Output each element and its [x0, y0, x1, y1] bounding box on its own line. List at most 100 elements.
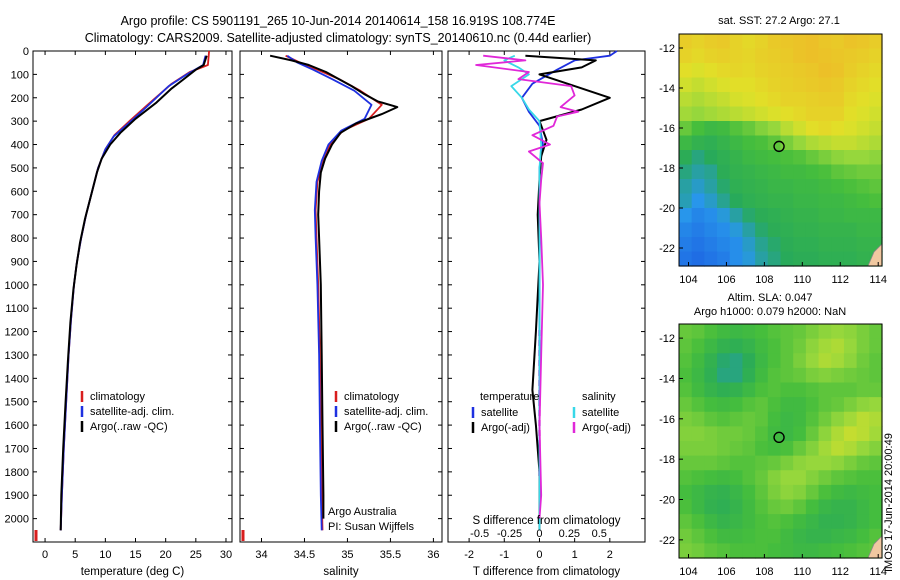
map-sst-cell	[831, 237, 845, 253]
map-sst-cell	[742, 251, 756, 267]
map-sst-cell	[843, 251, 858, 267]
chart-difference-xtick-label: 2	[607, 549, 613, 561]
map-sst-cell	[717, 34, 731, 50]
map-sst-cell	[793, 106, 807, 122]
map-sla-cell	[869, 382, 883, 398]
map-sst-cell	[843, 208, 858, 224]
map-sst-cell	[818, 179, 832, 195]
map-sst-cell	[717, 193, 731, 209]
map-sla-cell	[843, 455, 858, 471]
map-sla-cell	[805, 411, 820, 427]
chart-difference-xtick-top-label: 0.5	[592, 528, 607, 540]
chart-temperature-ytick-label: 100	[11, 69, 29, 81]
map-sst-cell	[691, 150, 705, 166]
map-sst-cell	[856, 251, 870, 267]
map-sst-cell	[818, 208, 832, 224]
map-sla-cell	[856, 397, 870, 413]
map-sst-cell	[729, 251, 744, 267]
map-sla-cell	[843, 484, 858, 501]
map-sla-cell	[818, 367, 832, 384]
map-sst-cell	[704, 193, 718, 209]
map-sla-cell	[679, 411, 693, 427]
map-sst-cell	[691, 193, 705, 209]
map-sla-cell	[742, 543, 756, 559]
map-sla-cell	[755, 382, 769, 398]
map-sst-cell	[856, 121, 870, 137]
map-sla-cell	[742, 514, 756, 530]
chart-salinity-legend-label: Argo(..raw -QC)	[344, 421, 422, 433]
map-sla-cell	[793, 367, 807, 384]
map-sst-cell	[805, 77, 820, 93]
map-sst-cell	[717, 77, 731, 93]
chart-temperature-legend-label: climatology	[90, 391, 146, 403]
map-sla-cell	[780, 411, 794, 427]
map-sla-cell	[755, 397, 769, 413]
map-sla-cell	[805, 455, 820, 471]
map-sla-cell	[691, 499, 705, 515]
map-sla-cell	[767, 397, 782, 413]
map-sst-cell	[679, 179, 693, 195]
map-sst-cell	[755, 208, 769, 224]
map-sla-cell	[729, 397, 744, 413]
chart-salinity-xtick-label: 36	[427, 549, 439, 561]
map-sla-cell	[818, 543, 832, 559]
chart-temperature-ytick-label: 600	[11, 186, 29, 198]
map-sla-cell	[856, 499, 870, 515]
map-sst-cell	[831, 193, 845, 209]
map-sla-cell	[843, 411, 858, 427]
map-sla-cell	[742, 397, 756, 413]
map-sst-cell	[767, 193, 782, 209]
map-sst-cell	[869, 48, 883, 64]
map-sst-cell	[793, 34, 807, 50]
map-sst-cell	[691, 77, 705, 93]
map-sst-cell	[717, 179, 731, 195]
chart-temperature-ytick-label: 1000	[5, 280, 29, 292]
map-sla-cell	[780, 499, 794, 515]
map-sla-cell	[805, 367, 820, 384]
map-sst-cell	[729, 121, 744, 137]
map-sla-ytick-label: -18	[659, 454, 675, 466]
map-sla-cell	[767, 543, 782, 559]
map-sla-cell	[679, 382, 693, 398]
map-sla-cell	[704, 397, 718, 413]
map-sla-cell	[717, 411, 731, 427]
map-sst-cell	[780, 106, 794, 122]
map-sla-cell	[755, 528, 769, 544]
map-sla-cell	[755, 367, 769, 384]
map-sla-cell	[717, 338, 731, 354]
map-sla-cell	[805, 426, 820, 442]
map-sla-cell	[704, 455, 718, 471]
map-sla-cell	[843, 499, 858, 515]
map-sla-cell	[818, 455, 832, 471]
map-sst-cell	[742, 135, 756, 151]
map-sla-cell	[755, 353, 769, 369]
map-sst-cell	[843, 222, 858, 238]
map-sla-cell	[691, 411, 705, 427]
map-sst-cell	[805, 222, 820, 238]
map-sst-cell	[793, 251, 807, 267]
map-sst-cell	[856, 179, 870, 195]
map-sst-cell	[818, 150, 832, 166]
map-sst-cell	[755, 164, 769, 180]
map-sla-ytick-label: -14	[659, 373, 675, 385]
map-sst-cell	[691, 48, 705, 64]
map-sst-cell	[729, 34, 744, 50]
map-sla-cell	[831, 484, 845, 501]
chart-difference-legend-label: satellite	[582, 407, 619, 419]
map-sla-cell	[843, 382, 858, 398]
map-sla-cell	[856, 353, 870, 369]
map-sst-cell	[755, 92, 769, 108]
map-sst-cell	[742, 106, 756, 122]
map-sst-cell	[780, 48, 794, 64]
map-sla-cell	[691, 441, 705, 457]
map-sla-cell	[704, 367, 718, 384]
map-sla-cell	[793, 484, 807, 501]
chart-temperature-ytick-label: 500	[11, 163, 29, 175]
map-sst-cell	[742, 77, 756, 93]
map-sst-cell	[780, 164, 794, 180]
map-sla-cell	[780, 353, 794, 369]
map-sla-cell	[767, 484, 782, 501]
chart-temperature-xtick-label: 5	[72, 549, 78, 561]
map-sst-cell	[691, 106, 705, 122]
map-sla-cell	[767, 324, 782, 340]
